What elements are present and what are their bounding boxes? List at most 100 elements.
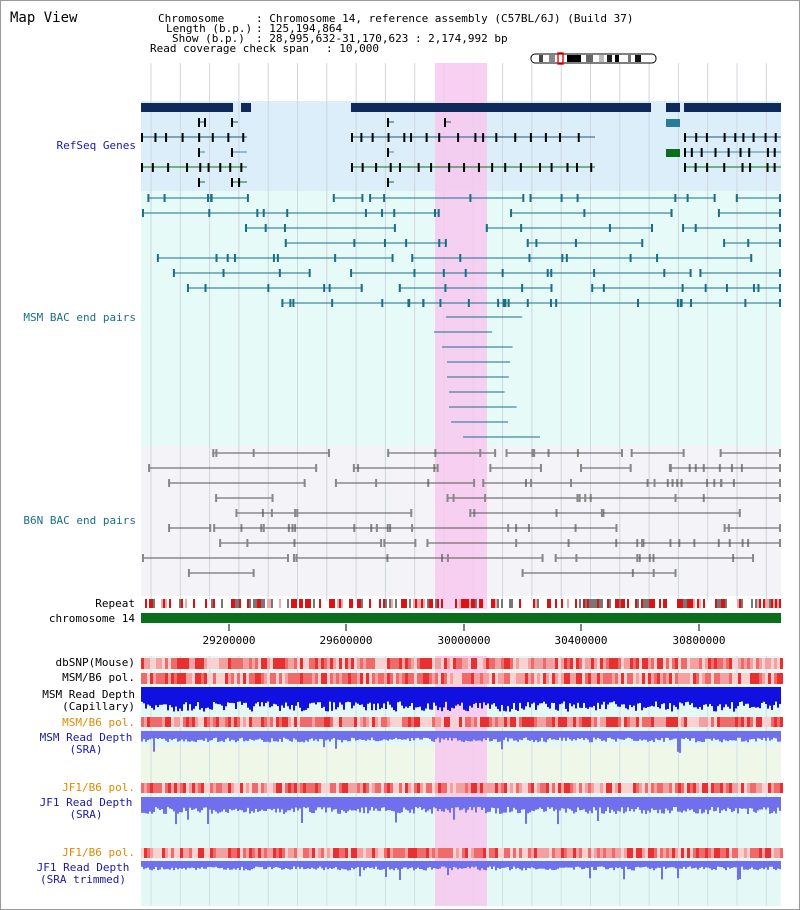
track-label-jf1-b6-pol[interactable]: JF1/B6 pol. — [1, 782, 135, 794]
dbsnp-cell — [303, 658, 306, 669]
refseq-label[interactable]: RefSeq Genes — [56, 139, 136, 152]
track-label-repeat[interactable]: Repeat — [95, 597, 135, 610]
msm-read-depth-sra-label[interactable]: MSM Read Depth (SRA) — [39, 731, 133, 756]
jf1-sra-depth-bar — [373, 797, 375, 811]
msm-capillary-depth-bar — [269, 687, 271, 708]
jf1-b6-pol-2-cell — [411, 848, 414, 858]
track-label-dbsnp[interactable]: dbSNP(Mouse) — [55, 656, 135, 669]
jf1-b6-pol-2-label[interactable]: JF1/B6 pol. — [62, 846, 135, 859]
b6n-bac-label[interactable]: B6N BAC end pairs — [23, 514, 136, 527]
msm-sra-depth-bar — [299, 731, 301, 742]
jf1-sra-depth-bar — [445, 797, 447, 809]
gene-exon — [684, 148, 686, 157]
jf1-trimmed-depth-bar — [465, 861, 467, 869]
bac-end — [779, 449, 781, 457]
jf1-sra-depth-bar — [187, 797, 189, 820]
track-label-msm-read-depth-sra[interactable]: MSM Read Depth (SRA) — [31, 732, 141, 756]
ideogram-band — [628, 55, 631, 62]
msm-bac-label[interactable]: MSM BAC end pairs — [23, 311, 136, 324]
jf1-trimmed-depth-bar — [209, 861, 211, 867]
msm-sra-depth-bar — [581, 731, 583, 738]
dbsnp-cell — [294, 658, 297, 669]
jf1-read-depth-label[interactable]: JF1 Read Depth (SRA) — [39, 796, 133, 821]
jf1-sra-depth-bar — [693, 797, 695, 812]
dbsnp-cell — [732, 658, 735, 669]
msm-sra-depth-bar — [323, 731, 325, 748]
jf1-read-depth-trimmed-label[interactable]: JF1 Read Depth (SRA trimmed) — [36, 861, 130, 886]
jf1-b6-pol-cell — [573, 783, 576, 793]
jf1-b6-pol-2-cell — [423, 848, 426, 858]
track-label-chromosome[interactable]: chromosome 14 — [48, 612, 135, 625]
msm-b6-pol-cell — [171, 673, 174, 684]
msm-b6-pol-sra-cell — [654, 717, 657, 727]
jf1-b6-pol-2-cell — [225, 848, 228, 858]
msm-capillary-depth-bar — [447, 687, 449, 710]
jf1-trimmed-depth-bar — [493, 861, 495, 867]
jf1-sra-depth-bar — [429, 797, 431, 810]
track-label-msm-read-depth-capillary[interactable]: MSM Read Depth (Capillary) — [42, 688, 135, 713]
msm-capillary-depth-bar — [613, 687, 615, 702]
jf1-b6-pol-2-cell — [603, 848, 606, 858]
bac-end — [215, 449, 218, 457]
msm-sra-depth-bar — [379, 731, 381, 741]
track-label-msm-b6-pol[interactable]: MSM/B6 pol. — [62, 671, 135, 684]
msm-sra-depth-bar — [531, 731, 533, 740]
jf1-trimmed-depth-bar — [671, 861, 673, 868]
msm-b6-pol-sra-cell — [714, 717, 717, 727]
bac-end — [148, 464, 151, 472]
track-label-b6n-bac[interactable]: B6N BAC end pairs — [1, 515, 136, 527]
msm-b6-pol-sra-cell — [270, 717, 273, 727]
msm-capillary-depth-bar — [167, 687, 169, 711]
dbsnp-cell — [210, 658, 213, 669]
msm-capillary-depth-bar — [691, 687, 693, 704]
track-label-msm-b6-pol-sra[interactable]: MSM/B6 pol. — [1, 717, 135, 729]
jf1-b6-pol-2-cell — [588, 848, 591, 858]
jf1-sra-depth-bar — [493, 797, 495, 809]
msm-sra-depth-bar — [235, 731, 237, 743]
jf1-b6-pol-label[interactable]: JF1/B6 pol. — [62, 781, 135, 794]
jf1-trimmed-depth-bar — [357, 861, 359, 867]
msm-sra-depth-bar — [691, 731, 693, 739]
track-label-msm-bac[interactable]: MSM BAC end pairs — [1, 312, 136, 324]
chromosome-ideogram[interactable] — [530, 52, 657, 65]
jf1-trimmed-depth-bar — [393, 861, 395, 871]
track-label-jf1-read-depth-trimmed[interactable]: JF1 Read Depth (SRA trimmed) — [23, 862, 143, 886]
dbsnp-cell — [771, 658, 774, 669]
jf1-b6-pol-cell — [606, 783, 609, 793]
repeat-mark — [441, 599, 443, 608]
msm-capillary-depth-bar — [171, 687, 173, 708]
repeat-mark — [419, 599, 421, 608]
bac-end — [246, 194, 249, 202]
track-label-jf1-b6-pol-2[interactable]: JF1/B6 pol. — [1, 847, 135, 859]
jf1-b6-pol-cell — [597, 783, 600, 793]
track-label-jf1-read-depth[interactable]: JF1 Read Depth (SRA) — [31, 797, 141, 821]
jf1-trimmed-depth-bar — [291, 861, 293, 870]
jf1-trimmed-depth-bar — [281, 861, 283, 870]
dbsnp-cell — [330, 658, 333, 669]
gene-exon — [417, 163, 420, 172]
msm-sra-depth-bar — [543, 731, 545, 742]
msm-capillary-depth-bar — [547, 687, 549, 708]
msm-capillary-depth-bar — [367, 687, 369, 704]
msm-b6-pol-sra-label[interactable]: MSM/B6 pol. — [62, 716, 135, 729]
repeat-mark — [511, 599, 513, 608]
jf1-sra-depth-bar — [283, 797, 285, 815]
gene-exon — [463, 163, 466, 172]
repeat-mark — [779, 599, 781, 608]
msm-b6-pol-sra-cell — [294, 717, 297, 727]
msm-capillary-depth-bar — [491, 687, 493, 705]
jf1-trimmed-depth-bar — [341, 861, 343, 869]
dbsnp-cell — [756, 658, 759, 669]
msm-b6-pol-cell — [312, 673, 315, 684]
jf1-b6-pol-2-cell — [414, 848, 417, 858]
msm-capillary-depth-bar — [721, 687, 723, 711]
msm-sra-depth-bar — [751, 731, 753, 740]
track-label-refseq[interactable]: RefSeq Genes — [1, 140, 136, 152]
msm-b6-pol-cell — [228, 673, 231, 684]
jf1-b6-pol-cell — [486, 783, 489, 793]
dbsnp-cell — [378, 658, 381, 669]
msm-b6-pol-cell — [459, 673, 462, 684]
msm-sra-depth-bar — [331, 731, 333, 740]
jf1-b6-pol-cell — [552, 783, 555, 793]
